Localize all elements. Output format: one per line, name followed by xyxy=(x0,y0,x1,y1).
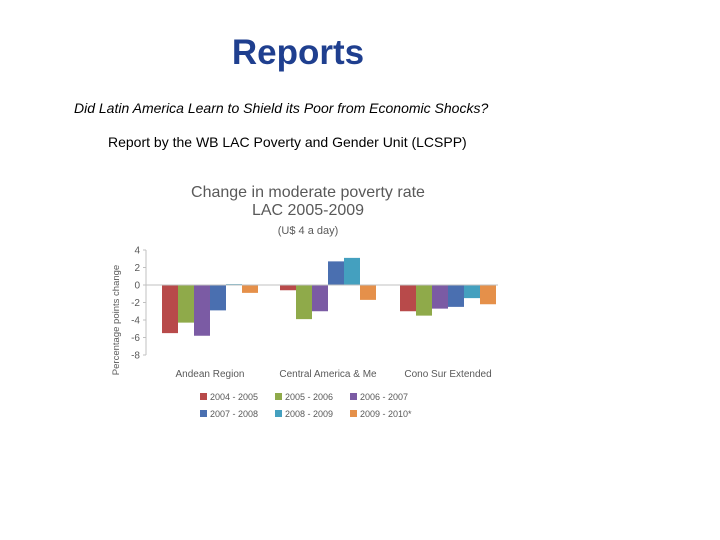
category-label: Central America & Me xyxy=(279,369,377,380)
bar xyxy=(464,285,480,299)
legend-swatch xyxy=(200,393,207,400)
bar xyxy=(210,285,226,311)
bar xyxy=(162,285,178,334)
bar xyxy=(178,285,194,323)
bar xyxy=(296,285,312,320)
chart-subtitle: (U$ 4 a day) xyxy=(278,225,339,237)
report-subtitle: Did Latin America Learn to Shield its Po… xyxy=(74,100,489,116)
legend-label: 2009 - 2010* xyxy=(360,409,412,419)
bar xyxy=(416,285,432,316)
y-tick-label: -2 xyxy=(131,298,140,309)
bar xyxy=(360,285,376,300)
bar xyxy=(312,285,328,312)
bar xyxy=(480,285,496,305)
y-tick-label: 4 xyxy=(134,246,140,257)
legend-label: 2005 - 2006 xyxy=(285,392,333,402)
legend-swatch xyxy=(350,410,357,417)
category-label: Cono Sur Extended xyxy=(404,369,491,380)
bar xyxy=(400,285,416,312)
bar xyxy=(242,285,258,293)
legend-label: 2006 - 2007 xyxy=(360,392,408,402)
poverty-chart: Change in moderate poverty rate LAC 2005… xyxy=(111,184,498,419)
bar xyxy=(448,285,464,307)
y-tick-label: -4 xyxy=(131,316,140,327)
y-tick-label: 2 xyxy=(134,263,140,274)
bar xyxy=(344,257,360,285)
bar xyxy=(328,261,344,285)
y-axis-label: Percentage points change xyxy=(111,265,122,375)
bar xyxy=(280,285,296,291)
legend-swatch xyxy=(200,410,207,417)
report-attribution: Report by the WB LAC Poverty and Gender … xyxy=(108,134,467,150)
bar xyxy=(432,285,448,309)
y-tick-label: -6 xyxy=(131,333,140,344)
category-label: Andean Region xyxy=(176,369,245,380)
legend-swatch xyxy=(350,393,357,400)
page-title: Reports xyxy=(231,33,365,72)
legend-swatch xyxy=(275,410,282,417)
legend-label: 2004 - 2005 xyxy=(210,392,258,402)
bar xyxy=(194,285,210,336)
y-tick-label: -8 xyxy=(131,351,140,362)
legend-label: 2007 - 2008 xyxy=(210,409,258,419)
chart-title: Change in moderate poverty rate xyxy=(191,184,425,201)
chart-title-line2: LAC 2005-2009 xyxy=(252,202,364,219)
y-tick-label: 0 xyxy=(134,281,140,292)
legend-label: 2008 - 2009 xyxy=(285,409,333,419)
legend-swatch xyxy=(275,393,282,400)
